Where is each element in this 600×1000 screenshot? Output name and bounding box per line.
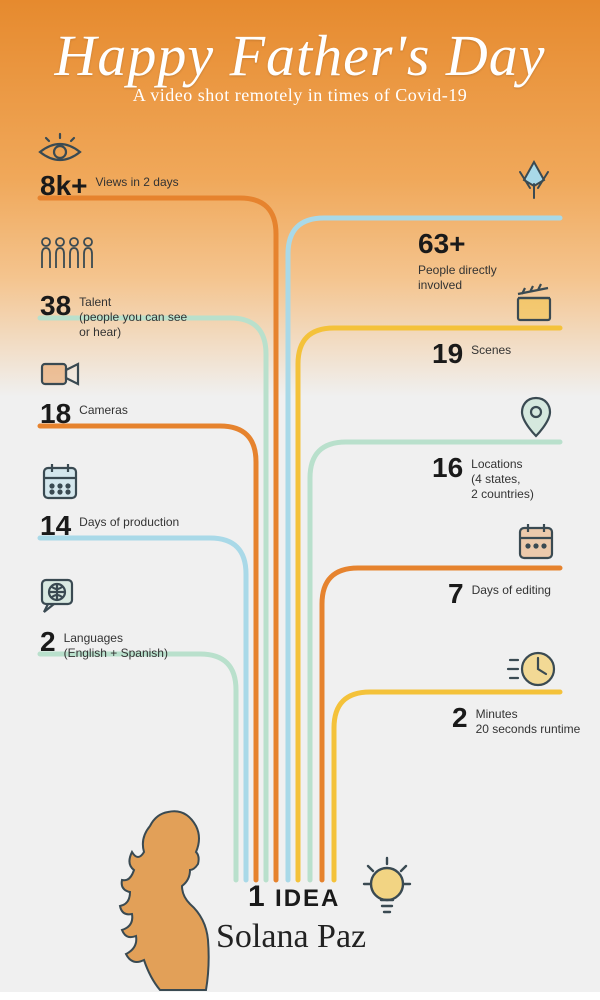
stat-editing: 7 Days of editing [448,580,551,608]
stat-locations-label: Locations (4 states, 2 countries) [471,454,534,502]
hands-icon [506,152,562,208]
stat-talent-value: 38 [40,292,71,320]
stat-locations-value: 16 [432,454,463,482]
stat-views-label: Views in 2 days [96,172,179,190]
idea-number: 1 [248,880,266,913]
idea-label: IDEA [275,885,340,912]
stat-runtime-label: Minutes 20 seconds runtime [476,704,581,737]
people-icon [36,228,96,282]
page-title: Happy Father's Day [0,22,600,89]
stat-languages-value: 2 [40,628,56,656]
stat-production: 14 Days of production [40,512,179,540]
stat-runtime: 2 Minutes 20 seconds runtime [452,704,580,737]
stat-cameras: 18 Cameras [40,400,128,428]
stat-people: 63+ People directly involved [418,230,538,293]
stat-editing-label: Days of editing [472,580,551,598]
calendar-editing-icon [512,518,560,566]
stat-talent-label: Talent (people you can see or hear) [79,292,199,340]
calendar-icon [36,458,84,506]
signature: Solana Paz [216,918,366,956]
stat-production-label: Days of production [79,512,179,530]
stat-cameras-label: Cameras [79,400,128,418]
location-pin-icon [512,392,560,440]
stat-locations: 16 Locations (4 states, 2 countries) [432,454,534,502]
person-silhouette-icon [90,790,250,1000]
stat-scenes-value: 19 [432,340,463,368]
idea-count: 1 IDEA [248,880,340,914]
stat-languages-label: Languages (English + Spanish) [64,628,168,661]
clock-icon [506,642,560,696]
stat-scenes-label: Scenes [471,340,511,358]
stat-talent: 38 Talent (people you can see or hear) [40,292,199,340]
stat-scenes: 19 Scenes [432,340,511,368]
stat-production-value: 14 [40,512,71,540]
stat-views: 8k+ Views in 2 days [40,172,179,200]
stat-people-value: 63+ [418,230,466,258]
header: Happy Father's Day A video shot remotely… [0,22,600,106]
eye-icon [36,128,84,176]
stat-views-value: 8k+ [40,172,88,200]
stat-runtime-value: 2 [452,704,468,732]
stat-people-label: People directly involved [418,260,538,293]
stat-editing-value: 7 [448,580,464,608]
camera-icon [36,350,84,398]
stat-cameras-value: 18 [40,400,71,428]
globe-speech-icon [36,572,84,620]
lightbulb-icon [354,854,420,920]
stat-languages: 2 Languages (English + Spanish) [40,628,168,661]
